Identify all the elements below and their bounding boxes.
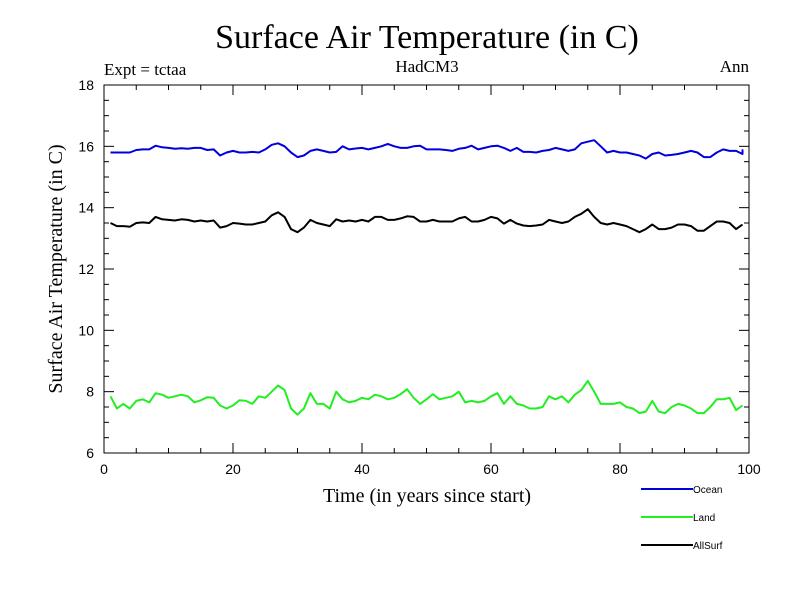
plot-frame: [103, 84, 750, 454]
y-tick-label: 14: [78, 200, 94, 216]
x-tick-label: 60: [483, 461, 499, 477]
y-tick-label: 8: [86, 384, 94, 400]
x-axis-label: Time (in years since start): [323, 485, 531, 507]
x-tick-label: 100: [737, 461, 761, 477]
x-tick-label: 40: [354, 461, 370, 477]
axis-ticks: 0 20 40 60 80 100 6 8 10 12 14 16 18: [78, 77, 760, 477]
x-tick-label: 20: [225, 461, 241, 477]
y-axis-label: Surface Air Temperature (in C): [45, 144, 67, 393]
experiment-label: Expt = tctaa: [104, 60, 187, 79]
legend: Ocean Land AllSurf: [641, 485, 723, 552]
y-tick-label: 6: [86, 445, 94, 461]
y-tick-label: 10: [78, 322, 94, 338]
legend-label-ocean: Ocean: [693, 485, 722, 496]
chart-title: Surface Air Temperature (in C): [215, 19, 639, 56]
y-tick-label: 12: [78, 261, 94, 277]
y-tick-label: 16: [78, 138, 94, 154]
model-label: HadCM3: [395, 57, 458, 76]
legend-label-allsurf: AllSurf: [693, 541, 723, 552]
x-tick-label: 80: [612, 461, 628, 477]
series-line-ocean: [110, 139, 744, 160]
series-lines: [109, 139, 744, 416]
y-tick-label: 18: [78, 77, 94, 93]
series-line-allsurf: [110, 208, 744, 234]
x-tick-label: 0: [100, 461, 108, 477]
period-label: Ann: [720, 57, 750, 76]
series-line-land: [109, 379, 744, 416]
legend-label-land: Land: [693, 513, 715, 524]
